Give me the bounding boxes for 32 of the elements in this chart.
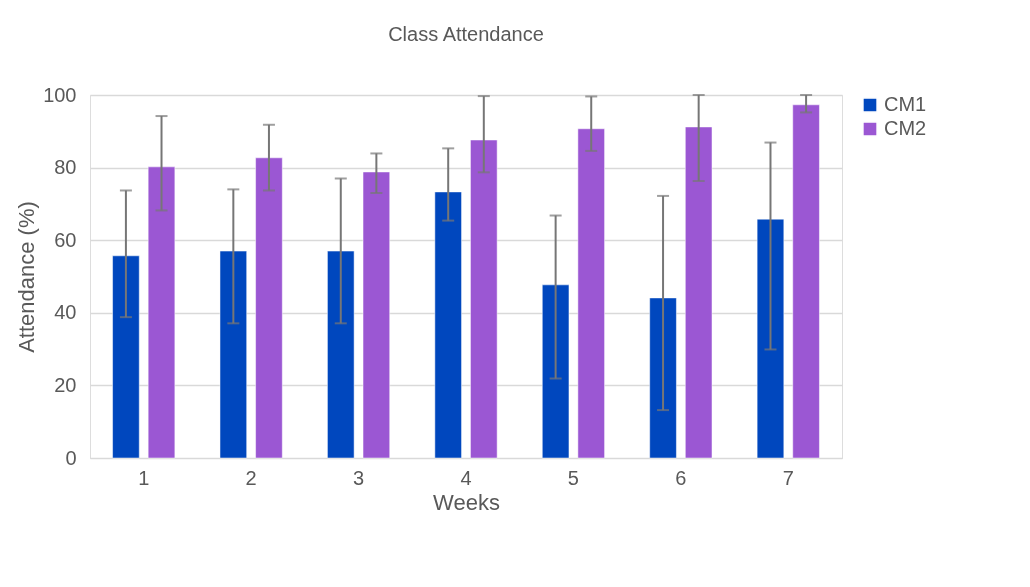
x-tick-label: 2 <box>245 466 257 489</box>
bar <box>219 250 247 459</box>
y-tick-label: 100 <box>43 83 77 106</box>
y-axis-title: Attendance (%) <box>14 201 40 353</box>
bar <box>756 218 785 459</box>
legend-label: CM1 <box>884 93 927 115</box>
bar <box>792 104 820 459</box>
x-tick-label: 5 <box>567 466 579 489</box>
bar <box>470 139 498 459</box>
x-tick-label: 6 <box>675 466 687 489</box>
chart-title: Class Attendance <box>388 23 544 45</box>
y-tick-label: 20 <box>54 373 77 396</box>
bar <box>685 126 713 459</box>
bar <box>112 255 140 459</box>
y-tick-label: 80 <box>54 156 77 179</box>
legend-label: CM2 <box>884 117 927 139</box>
bar <box>434 191 462 459</box>
y-tick-label: 40 <box>54 301 77 324</box>
bar <box>577 128 605 459</box>
x-tick-label: 7 <box>782 466 794 489</box>
x-tick-label: 3 <box>353 466 365 489</box>
y-tick-label: 60 <box>54 228 77 251</box>
bar <box>255 157 283 459</box>
bar <box>542 284 570 459</box>
x-axis-title: Weeks <box>433 489 500 515</box>
bar <box>362 171 390 459</box>
y-tick-label: 0 <box>65 446 77 469</box>
bar <box>147 166 176 459</box>
x-tick-label: 1 <box>138 466 150 489</box>
x-tick-label: 4 <box>460 466 472 489</box>
bar <box>649 297 677 459</box>
bar <box>327 250 355 459</box>
